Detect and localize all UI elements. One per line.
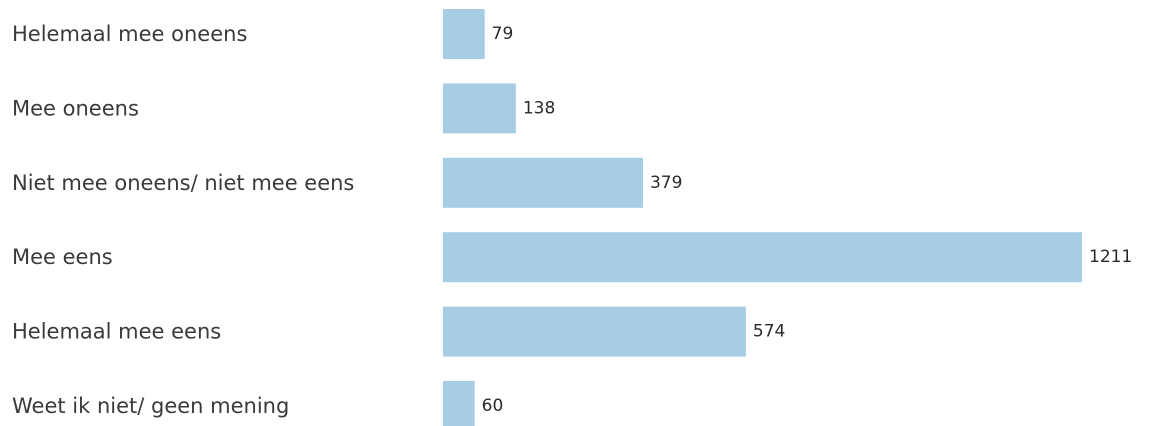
bar [443,9,485,59]
category-label: Helemaal mee oneens [12,22,247,46]
bar [443,232,1082,283]
category-label: Mee eens [12,245,113,269]
value-label: 574 [753,322,785,342]
category-label: Weet ik niet/ geen mening [12,394,289,418]
value-label: 1211 [1089,247,1132,267]
bar [443,157,643,208]
bar [443,381,475,426]
value-label: 379 [650,173,682,193]
bars-group [443,9,1082,426]
category-label: Niet mee oneens/ niet mee eens [12,171,354,195]
category-label: Helemaal mee eens [12,320,221,344]
value-label: 138 [523,98,555,118]
category-labels: Helemaal mee oneens Mee oneens Niet mee on… [12,22,354,418]
value-label: 79 [492,24,514,44]
bar [443,83,516,134]
value-label: 60 [482,396,504,416]
category-label: Mee oneens [12,96,139,120]
value-labels: 79 138 379 1211 574 60 [482,24,1133,416]
bar [443,306,746,357]
